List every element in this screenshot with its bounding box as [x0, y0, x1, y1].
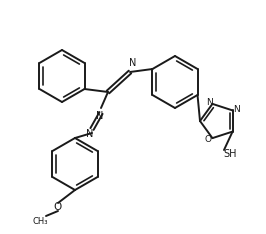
Text: N: N: [129, 58, 137, 68]
Text: N: N: [206, 98, 213, 107]
Text: SH: SH: [223, 149, 237, 159]
Text: CH₃: CH₃: [32, 216, 48, 226]
Text: O: O: [205, 135, 212, 144]
Text: N: N: [233, 105, 240, 114]
Text: N: N: [96, 111, 104, 121]
Text: O: O: [54, 202, 62, 212]
Text: N: N: [86, 129, 94, 139]
